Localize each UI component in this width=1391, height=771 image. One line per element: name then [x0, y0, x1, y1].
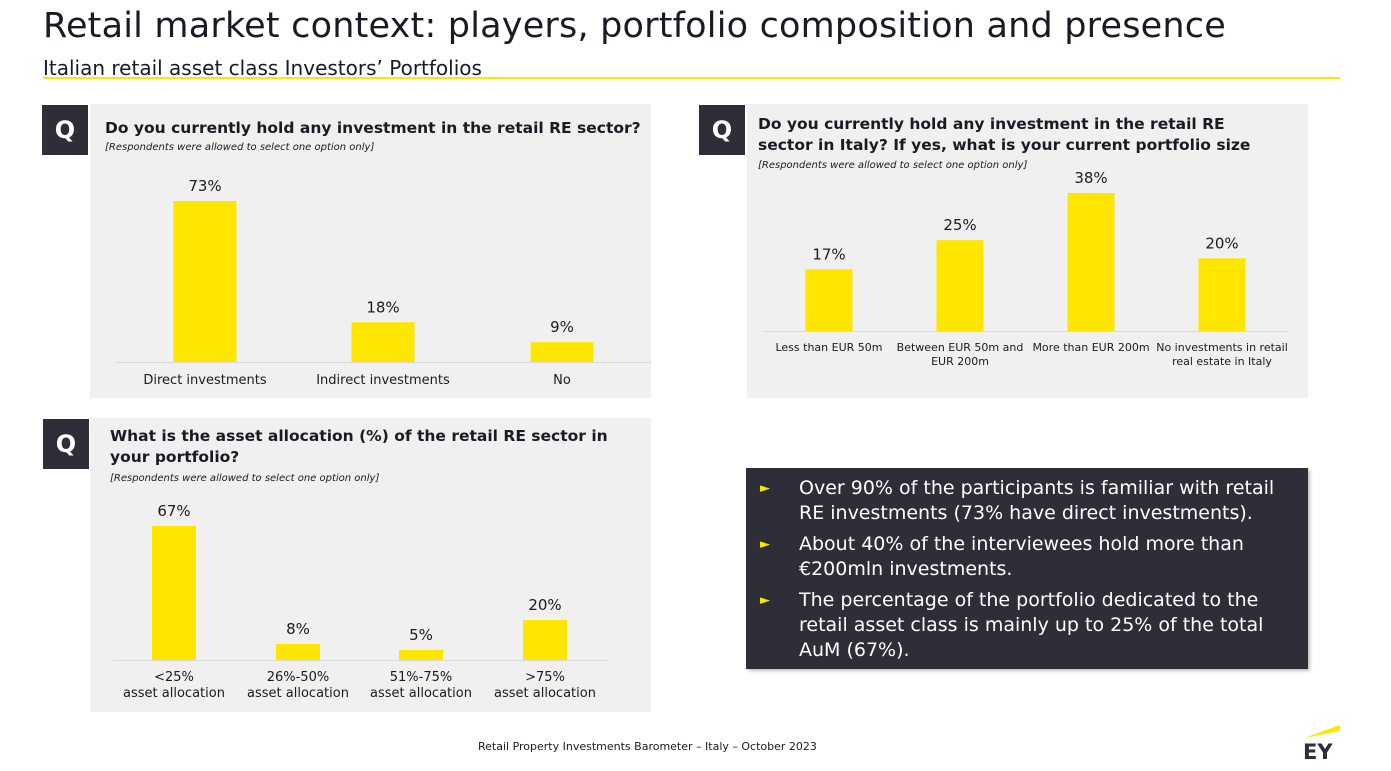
category-label: Direct investments: [143, 373, 266, 388]
category-label: 51%-75%: [390, 670, 452, 685]
summary-item: ► Over 90% of the participants is famili…: [760, 476, 1292, 526]
summary-text: Over 90% of the participants is familiar…: [799, 477, 1275, 524]
question-holding: Do you currently hold any investment in …: [105, 119, 641, 137]
bar-value-label: 18%: [366, 298, 399, 316]
category-label: More than EUR 200m: [1032, 341, 1149, 354]
category-label: Indirect investments: [316, 373, 450, 388]
summary-item: ► About 40% of the interviewees hold mor…: [760, 532, 1292, 582]
bar: [1198, 258, 1246, 331]
bar-value-label: 38%: [1074, 169, 1107, 187]
summary-text: The percentage of the portfolio dedicate…: [799, 589, 1264, 661]
bar: [805, 269, 853, 331]
summary-box: ► Over 90% of the participants is famili…: [746, 468, 1308, 669]
category-label: real estate in Italy: [1172, 355, 1272, 368]
portfolio-size-panel: [747, 104, 1308, 398]
note-holding: [Respondents were allowed to select one …: [105, 142, 375, 153]
category-label: Between EUR 50m and: [897, 341, 1024, 354]
summary-text: About 40% of the interviewees hold more …: [799, 533, 1244, 580]
bar-value-label: 20%: [1205, 234, 1238, 252]
category-label: <25%: [154, 670, 194, 685]
bar-value-label: 67%: [157, 502, 190, 520]
question-allocation: What is the asset allocation (%) of the …: [110, 427, 608, 466]
category-label: asset allocation: [370, 686, 472, 701]
bullet-arrow-icon: ►: [760, 593, 770, 608]
ey-logo-icon: EY: [1303, 725, 1340, 762]
bar-value-label: 5%: [409, 626, 433, 644]
bar-value-label: 25%: [943, 216, 976, 234]
category-label: asset allocation: [247, 686, 349, 701]
portfolio-size-bar-chart: 17% Less than EUR 50m 25% Between EUR 50m a…: [763, 169, 1288, 368]
summary-item: ► The percentage of the portfolio dedica…: [760, 588, 1292, 663]
title-underline: [43, 77, 1340, 79]
bar-value-label: 17%: [812, 245, 845, 263]
category-label: >75%: [525, 670, 565, 685]
bar: [399, 650, 443, 660]
category-label: Less than EUR 50m: [775, 341, 882, 354]
bar: [523, 620, 567, 660]
q-badge-allocation: Q: [43, 419, 89, 469]
page-subtitle: Italian retail asset class Investors’ Po…: [43, 56, 482, 80]
bullet-arrow-icon: ►: [760, 537, 770, 552]
bar: [351, 322, 415, 362]
category-label: No investments in retail: [1156, 341, 1288, 354]
bullet-arrow-icon: ►: [760, 481, 770, 496]
bar: [936, 240, 984, 331]
bar-value-label: 20%: [528, 596, 561, 614]
note-portfolio-size: [Respondents were allowed to select one …: [758, 160, 1028, 171]
category-label: asset allocation: [494, 686, 596, 701]
question-portfolio-size: Do you currently hold any investment in …: [758, 115, 1251, 154]
bar: [530, 342, 594, 362]
q-badge-portfolio-size: Q: [699, 105, 745, 155]
q-badge-holding: Q: [42, 105, 88, 155]
bar-value-label: 73%: [188, 177, 221, 195]
bar: [1067, 193, 1115, 331]
holding-bar-chart: 73% Direct investments 18% Indirect investm…: [115, 177, 651, 388]
category-label: EUR 200m: [931, 355, 989, 368]
note-allocation: [Respondents were allowed to select one …: [110, 473, 380, 484]
bar: [173, 201, 237, 362]
category-label: 26%-50%: [267, 670, 329, 685]
bar-value-label: 8%: [286, 620, 310, 638]
bar: [152, 526, 196, 660]
category-label: No: [553, 373, 571, 388]
bar: [276, 644, 320, 660]
logo-text: EY: [1303, 740, 1333, 762]
footer-text: Retail Property Investments Barometer – …: [478, 740, 817, 753]
bar-value-label: 9%: [550, 318, 574, 336]
page-title: Retail market context: players, portfoli…: [43, 6, 1226, 46]
category-label: asset allocation: [123, 686, 225, 701]
